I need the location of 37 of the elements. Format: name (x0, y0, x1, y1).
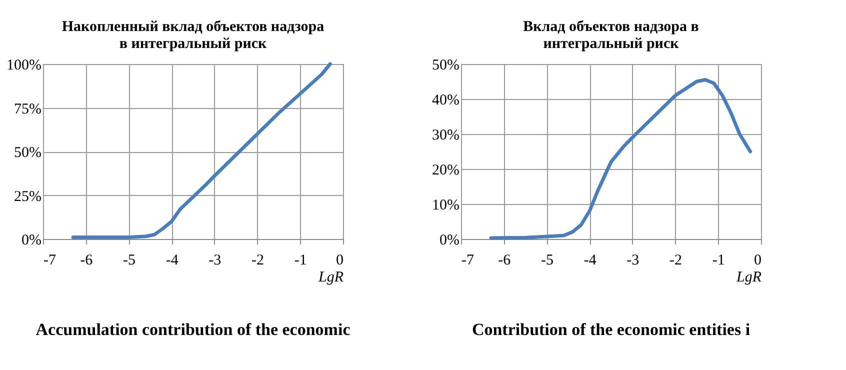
text: интегральный риск (543, 36, 679, 52)
text: Accumulation contribution of the economic (36, 320, 351, 339)
text: Накопленный вклад объектов надзора (62, 19, 324, 35)
x-tick-label: -6 (80, 252, 94, 268)
x-tick-label: -2 (670, 252, 682, 268)
x-tick-label: -3 (208, 252, 222, 268)
x-tick-label: -5 (122, 252, 136, 268)
y-tick-label: 50% (14, 145, 42, 161)
x-tick-label: -4 (166, 252, 179, 268)
x-tick-label: -2 (252, 252, 264, 268)
line-series (489, 78, 752, 240)
y-tick-label: 20% (432, 162, 460, 178)
y-tick-label: 25% (14, 188, 42, 205)
text: Contribution of the economic entities i (472, 320, 750, 339)
y-tick-label: 10% (432, 198, 460, 214)
x-axis-title: LgR (735, 270, 762, 286)
y-tick-label: 30% (432, 128, 460, 144)
line-series (71, 62, 332, 239)
x-tick-label: 0 (754, 252, 762, 268)
x-tick-label: 0 (336, 252, 344, 268)
text: в интегральный риск (119, 36, 267, 52)
x-tick-label: -6 (498, 252, 512, 268)
x-tick-label: -5 (540, 252, 554, 268)
x-tick-label: -4 (584, 252, 597, 268)
y-tick-label: 0% (440, 232, 460, 248)
x-tick-label: -1 (712, 252, 725, 268)
x-tick-label: -7 (44, 252, 56, 268)
x-tick-label: -3 (626, 252, 640, 268)
y-tick-label: 75% (14, 101, 42, 118)
y-tick-label: 40% (432, 92, 460, 108)
x-tick-label: -7 (462, 252, 474, 268)
x-axis-title: LgR (317, 270, 344, 286)
x-tick-label: -1 (294, 252, 307, 268)
y-tick-label: 0% (22, 232, 42, 248)
text: Вклад объектов надзора в (523, 19, 699, 35)
y-tick-label: 100% (6, 58, 42, 74)
y-tick-label: 50% (432, 58, 460, 74)
